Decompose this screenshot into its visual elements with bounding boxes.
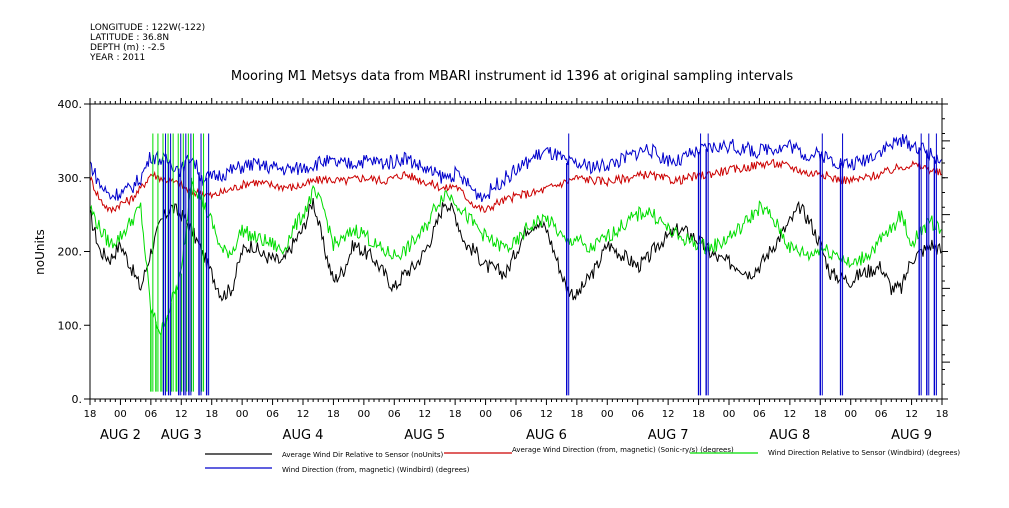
y-tick-label-0: 0. [72, 393, 83, 406]
legend-label-3: Wind Direction Relative to Sensor (Windb… [768, 449, 960, 457]
x-tick-label-1: 00 [114, 409, 127, 420]
x-tick-label-24: 18 [814, 409, 827, 420]
y-axis-label: noUnits [33, 229, 47, 275]
x-tick-label-7: 12 [297, 409, 310, 420]
series-line-2 [89, 158, 943, 214]
legend-label-2: Average Wind Direction (from, magnetic) … [512, 446, 734, 454]
x-tick-label-3: 12 [175, 409, 188, 420]
meta-year: YEAR : 2011 [89, 53, 145, 63]
x-tick-label-14: 06 [510, 409, 523, 420]
x-day-label-4: AUG 5 [404, 428, 445, 443]
x-tick-label-15: 12 [540, 409, 553, 420]
x-tick-label-22: 06 [753, 409, 766, 420]
legend: Average Wind Dir Relative to Sensor (noU… [205, 446, 960, 474]
x-tick-label-17: 00 [601, 409, 614, 420]
x-tick-label-26: 06 [875, 409, 888, 420]
x-tick-label-25: 00 [844, 409, 857, 420]
x-tick-label-12: 18 [449, 409, 462, 420]
x-tick-label-28: 18 [936, 409, 949, 420]
x-tick-label-8: 18 [327, 409, 340, 420]
plot-frame [89, 103, 943, 400]
axes-layer [89, 103, 943, 400]
x-tick-label-13: 00 [479, 409, 492, 420]
x-tick-label-21: 00 [723, 409, 736, 420]
meta-depth: DEPTH (m) : -2.5 [90, 43, 165, 53]
x-day-label-5: AUG 6 [526, 428, 567, 443]
x-tick-label-5: 00 [236, 409, 249, 420]
x-tick-label-16: 18 [570, 409, 583, 420]
x-tick-label-18: 06 [631, 409, 644, 420]
y-tick-label-400: 400. [58, 98, 83, 111]
x-tick-label-6: 06 [266, 409, 279, 420]
chart-title: Mooring M1 Metsys data from MBARI instru… [231, 69, 793, 84]
x-day-label-1: AUG 2 [100, 428, 141, 443]
series-line-3 [89, 180, 943, 337]
x-day-label-8: AUG 9 [891, 428, 932, 443]
legend-label-1: Average Wind Dir Relative to Sensor (noU… [282, 451, 443, 459]
x-tick-label-20: 18 [692, 409, 705, 420]
x-day-label-6: AUG 7 [648, 428, 689, 443]
series-line-4 [89, 134, 943, 203]
x-day-label-3: AUG 4 [283, 428, 324, 443]
x-tick-label-23: 12 [783, 409, 796, 420]
x-tick-label-19: 12 [662, 409, 675, 420]
series-layer [89, 133, 943, 396]
x-tick-label-2: 06 [144, 409, 157, 420]
y-tick-label-200: 200. [58, 246, 83, 259]
x-tick-label-4: 18 [205, 409, 218, 420]
x-tick-label-10: 06 [388, 409, 401, 420]
x-tick-label-27: 12 [905, 409, 918, 420]
meta-latitude: LATITUDE : 36.8N [90, 33, 169, 43]
x-tick-label-9: 00 [357, 409, 370, 420]
y-tick-label-100: 100. [58, 319, 83, 332]
x-day-label-2: AUG 3 [161, 428, 202, 443]
legend-label-4: Wind Direction (from, magnetic) (Windbir… [282, 466, 470, 474]
y-tick-label-300: 300. [58, 172, 83, 185]
ticks-layer: 0. 100. 200. 300. 400. 18 00 06 12 18 00 06 12 18 00 06… [58, 98, 950, 443]
x-tick-label-11: 12 [418, 409, 431, 420]
series-line-1 [89, 197, 943, 302]
x-day-label-7: AUG 8 [769, 428, 810, 443]
meta-longitude: LONGITUDE : 122W(-122) [90, 23, 205, 33]
x-tick-label-0: 18 [84, 409, 97, 420]
